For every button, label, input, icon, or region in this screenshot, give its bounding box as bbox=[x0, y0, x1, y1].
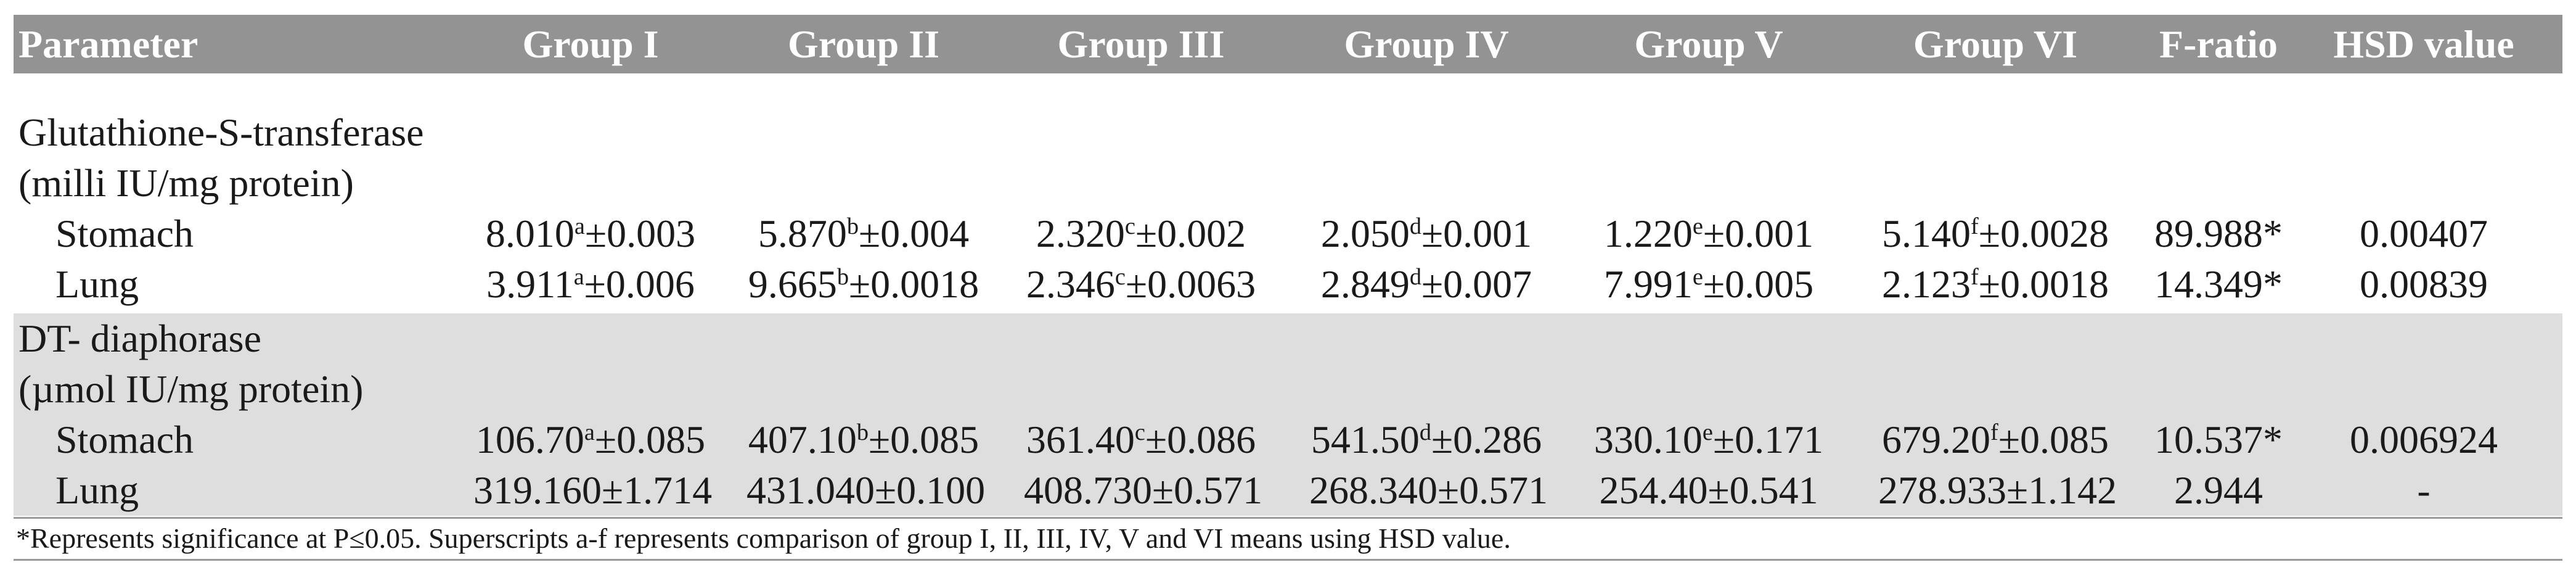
header-hsd-value: HSD value bbox=[2333, 22, 2514, 66]
header-f-ratio: F-ratio bbox=[2159, 22, 2278, 66]
row-label: Lung bbox=[55, 468, 139, 512]
f-ratio-value: 2.944 bbox=[2174, 468, 2263, 512]
header-group-5: Group V bbox=[1634, 22, 1783, 66]
f-ratio-value: 10.537* bbox=[2154, 418, 2283, 461]
group-5-value: 330.10e±0.171 bbox=[1593, 418, 1824, 461]
table-row: Lung 319.160±1.714 431.040±0.100 408.730… bbox=[14, 465, 2562, 516]
group-3-value: 2.320c±0.002 bbox=[1036, 212, 1246, 255]
group-4-value: 541.50d±0.286 bbox=[1310, 418, 1542, 461]
group-6-value: 5.140f±0.0028 bbox=[1882, 212, 2109, 255]
f-ratio-value: 89.988* bbox=[2154, 212, 2283, 255]
group-4-value: 2.849d±0.007 bbox=[1320, 262, 1532, 306]
group-5-value: 254.40±0.541 bbox=[1599, 468, 1818, 512]
hsd-value: 0.00839 bbox=[2360, 262, 2488, 306]
table-footnote: *Represents significance at P≤0.05. Supe… bbox=[16, 522, 1511, 554]
group-6-value: 679.20f±0.085 bbox=[1882, 418, 2109, 461]
group-2-value: 431.040±0.100 bbox=[746, 468, 986, 512]
table-header-row: Parameter Group I Group II Group III Gro… bbox=[14, 15, 2562, 73]
table-row: Stomach 106.70a±0.085 407.10b±0.085 361.… bbox=[14, 415, 2562, 465]
group-2-value: 5.870b±0.004 bbox=[758, 212, 970, 255]
group-3-value: 2.346c±0.0063 bbox=[1026, 262, 1256, 306]
group-3-value: 361.40c±0.086 bbox=[1026, 418, 1256, 461]
header-parameter: Parameter bbox=[18, 22, 198, 66]
section-unit-row: (milli IU/mg protein) bbox=[14, 158, 2562, 209]
group-6-value: 278.933±1.142 bbox=[1878, 468, 2117, 512]
row-label: Lung bbox=[55, 262, 139, 306]
hsd-value: - bbox=[2417, 468, 2431, 512]
hsd-value: 0.006924 bbox=[2350, 418, 2498, 461]
section-title: DT- diaphorase bbox=[18, 316, 261, 360]
group-5-value: 1.220e±0.001 bbox=[1603, 212, 1814, 255]
header-group-1: Group I bbox=[522, 22, 659, 66]
row-label: Stomach bbox=[55, 418, 194, 461]
group-2-value: 407.10b±0.085 bbox=[748, 418, 979, 461]
hsd-value: 0.00407 bbox=[2360, 212, 2488, 255]
group-1-value: 3.911a±0.006 bbox=[486, 262, 695, 306]
group-5-value: 7.991e±0.005 bbox=[1603, 262, 1814, 306]
group-4-value: 2.050d±0.001 bbox=[1320, 212, 1532, 255]
group-4-value: 268.340±0.571 bbox=[1309, 468, 1548, 512]
f-ratio-value: 14.349* bbox=[2154, 262, 2283, 306]
table-bottom-rule bbox=[14, 517, 2562, 519]
header-group-2: Group II bbox=[787, 22, 940, 66]
header-group-6: Group VI bbox=[1913, 22, 2078, 66]
group-3-value: 408.730±0.571 bbox=[1024, 468, 1263, 512]
section-title-row: DT- diaphorase bbox=[14, 313, 2562, 364]
group-1-value: 8.010a±0.003 bbox=[485, 212, 696, 255]
table-row: Stomach 8.010a±0.003 5.870b±0.004 2.320c… bbox=[14, 209, 2562, 259]
section-title-row: Glutathione-S-transferase bbox=[14, 107, 2562, 158]
section-unit: (µmol IU/mg protein) bbox=[18, 367, 364, 411]
table-row: Lung 3.911a±0.006 9.665b±0.0018 2.346c±0… bbox=[14, 259, 2562, 310]
group-6-value: 2.123f±0.0018 bbox=[1882, 262, 2109, 306]
group-1-value: 106.70a±0.085 bbox=[475, 418, 706, 461]
section-unit-row: (µmol IU/mg protein) bbox=[14, 364, 2562, 415]
footnote-bottom-rule bbox=[14, 559, 2562, 561]
row-label: Stomach bbox=[55, 212, 194, 255]
header-group-3: Group III bbox=[1057, 22, 1225, 66]
group-1-value: 319.160±1.714 bbox=[473, 468, 713, 512]
header-group-4: Group IV bbox=[1344, 22, 1509, 66]
group-2-value: 9.665b±0.0018 bbox=[748, 262, 979, 306]
section-unit: (milli IU/mg protein) bbox=[18, 161, 354, 205]
section-title: Glutathione-S-transferase bbox=[18, 110, 424, 154]
